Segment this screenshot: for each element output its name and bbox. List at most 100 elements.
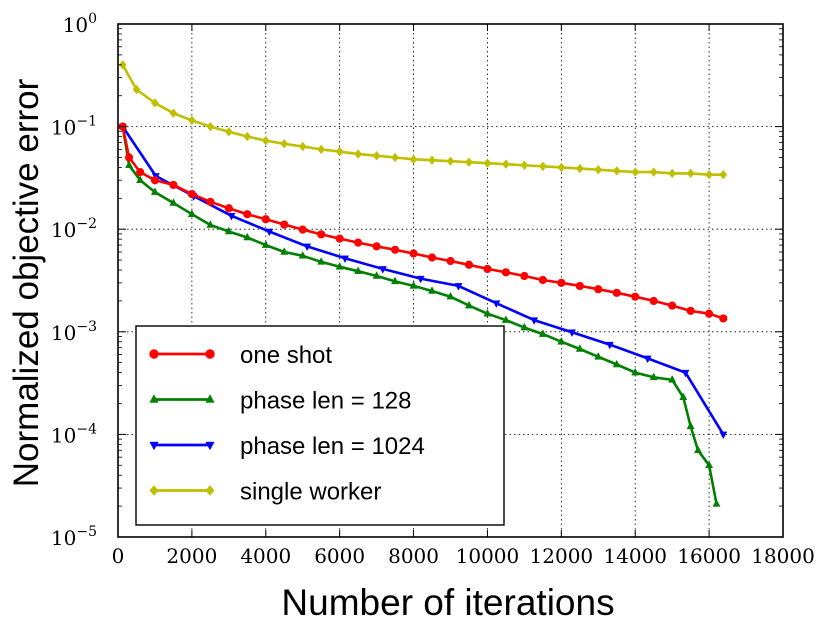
y-axis-title: Normalized objective error (7, 78, 46, 487)
x-tick-label: 16000 (677, 544, 741, 568)
legend-marker (205, 394, 215, 403)
data-point (538, 161, 547, 172)
data-point (612, 359, 621, 368)
data-point (557, 278, 566, 287)
data-point (169, 180, 178, 190)
data-point (261, 135, 270, 146)
legend-label: phase len = 1024 (240, 433, 425, 460)
x-tick-label: 0 (112, 544, 125, 568)
data-point (538, 329, 547, 337)
data-point (464, 260, 474, 269)
data-point (483, 309, 492, 317)
data-point (416, 275, 425, 284)
data-point (391, 152, 400, 163)
data-point (261, 215, 270, 224)
plot-frame (117, 23, 784, 538)
y-tick-label: 10−4 (51, 421, 97, 447)
data-point (594, 352, 603, 360)
data-point (227, 213, 236, 221)
data-point (643, 355, 652, 364)
data-point (125, 160, 134, 169)
data-point (705, 309, 714, 318)
data-point (719, 169, 728, 180)
data-point (372, 271, 381, 279)
data-point (705, 460, 714, 469)
data-point (668, 168, 677, 179)
data-point (340, 255, 350, 264)
legend-label: single worker (240, 479, 381, 506)
data-point (446, 291, 455, 300)
data-point (465, 157, 473, 167)
data-point (390, 245, 400, 254)
data-point (427, 253, 437, 262)
series-single-worker (118, 60, 728, 180)
data-point (594, 164, 603, 175)
legend-label: phase len = 128 (240, 388, 411, 415)
legend: one shot phase len = 128 phase len = 1024 s… (135, 325, 505, 526)
data-point (612, 166, 621, 176)
data-point (520, 271, 529, 281)
data-point (649, 372, 658, 381)
data-point (372, 242, 381, 251)
data-point (686, 421, 695, 430)
data-point (224, 204, 233, 213)
data-point (124, 153, 134, 162)
data-point (206, 197, 215, 206)
data-point (169, 198, 178, 206)
data-point (372, 150, 381, 161)
data-point (298, 141, 307, 152)
data-point (575, 163, 584, 174)
data-point (280, 247, 289, 255)
data-point (483, 158, 492, 168)
data-point (520, 160, 529, 171)
x-tick-label: 2000 (166, 544, 217, 568)
data-point (409, 249, 418, 258)
data-point (464, 300, 473, 309)
data-point (649, 296, 658, 306)
data-point (719, 431, 728, 440)
data-point (705, 169, 714, 180)
data-point (354, 266, 363, 274)
axes: 0 2000 4000 6000 8000 10000 12000 14000 16000 180… (51, 11, 815, 568)
data-point (150, 187, 159, 195)
data-point (132, 84, 141, 95)
data-point (679, 392, 688, 401)
data-point (280, 220, 289, 229)
x-tick-label: 18000 (751, 544, 815, 568)
data-point (136, 168, 145, 177)
data-point (317, 144, 326, 155)
data-point (243, 210, 252, 219)
series-group (118, 60, 728, 507)
data-point (136, 175, 145, 184)
data-point (298, 251, 307, 259)
data-point (557, 337, 566, 345)
data-point (594, 285, 603, 294)
data-point (631, 292, 640, 301)
data-point (454, 283, 463, 291)
data-point (501, 315, 510, 323)
legend-marker (205, 441, 215, 451)
data-point (224, 126, 233, 137)
data-point (631, 167, 640, 177)
data-point (118, 60, 127, 70)
data-point (303, 243, 312, 252)
data-point (280, 138, 289, 149)
data-point (243, 131, 252, 142)
data-point (575, 281, 584, 291)
legend-marker (149, 349, 159, 359)
data-point (265, 228, 274, 237)
x-axis-title: Number of iterations (281, 582, 614, 623)
x-tick-label: 10000 (456, 544, 520, 568)
data-point (354, 238, 363, 247)
legend-marker (149, 394, 159, 403)
data-point (187, 209, 196, 217)
data-point (492, 300, 501, 308)
x-tick-label: 12000 (530, 544, 594, 568)
data-point (501, 159, 510, 170)
data-point (298, 225, 307, 234)
data-point (530, 317, 539, 325)
data-point (681, 369, 690, 378)
y-tick-label: 10−1 (51, 114, 97, 140)
data-point (668, 375, 677, 383)
